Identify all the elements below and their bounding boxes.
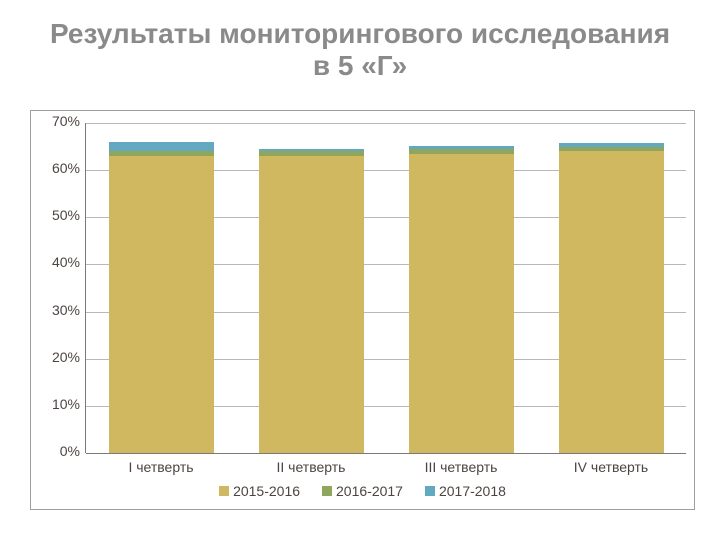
y-tick-label: 30% <box>30 302 80 318</box>
chart-container: 2015-2016 2016-2017 2017-2018 0% 10% 20% 30% 4… <box>30 110 695 510</box>
y-tick-label: 0% <box>30 443 80 459</box>
bar-segment <box>109 151 214 156</box>
y-tick-label: 50% <box>30 207 80 223</box>
legend: 2015-2016 2016-2017 2017-2018 <box>31 483 694 499</box>
x-tick-label: I четверть <box>86 459 236 475</box>
legend-swatch <box>425 486 435 496</box>
y-tick-label: 40% <box>30 254 80 270</box>
bar-segment <box>109 156 214 453</box>
bar-segment <box>559 147 664 152</box>
y-tick-label: 20% <box>30 349 80 365</box>
bar-group <box>559 123 664 453</box>
legend-item: 2016-2017 <box>322 483 403 499</box>
bar-group <box>259 123 364 453</box>
slide: { "slide": { "background_color": "#fffff… <box>0 0 720 540</box>
bar-group <box>409 123 514 453</box>
bar-segment <box>259 151 364 156</box>
legend-swatch <box>322 486 332 496</box>
bar-group <box>109 123 214 453</box>
x-tick-label: IV четверть <box>536 459 686 475</box>
legend-item: 2015-2016 <box>219 483 300 499</box>
x-tick-label: II четверть <box>236 459 386 475</box>
legend-label: 2015-2016 <box>233 483 300 499</box>
x-tick-label: III четверть <box>386 459 536 475</box>
bar-segment <box>559 151 664 453</box>
y-tick-label: 60% <box>30 160 80 176</box>
legend-item: 2017-2018 <box>425 483 506 499</box>
legend-label: 2017-2018 <box>439 483 506 499</box>
bar-segment <box>409 149 514 154</box>
plot-area <box>86 123 686 453</box>
legend-swatch <box>219 486 229 496</box>
bar-segment <box>409 146 514 149</box>
bar-segment <box>259 149 364 151</box>
legend-label: 2016-2017 <box>336 483 403 499</box>
y-tick-label: 70% <box>30 113 80 129</box>
bar-segment <box>559 143 664 146</box>
slide-title: Результаты мониторингового исследования … <box>0 0 720 88</box>
bar-segment <box>259 156 364 453</box>
bar-segment <box>409 154 514 453</box>
y-tick-label: 10% <box>30 396 80 412</box>
bar-segment <box>109 142 214 151</box>
